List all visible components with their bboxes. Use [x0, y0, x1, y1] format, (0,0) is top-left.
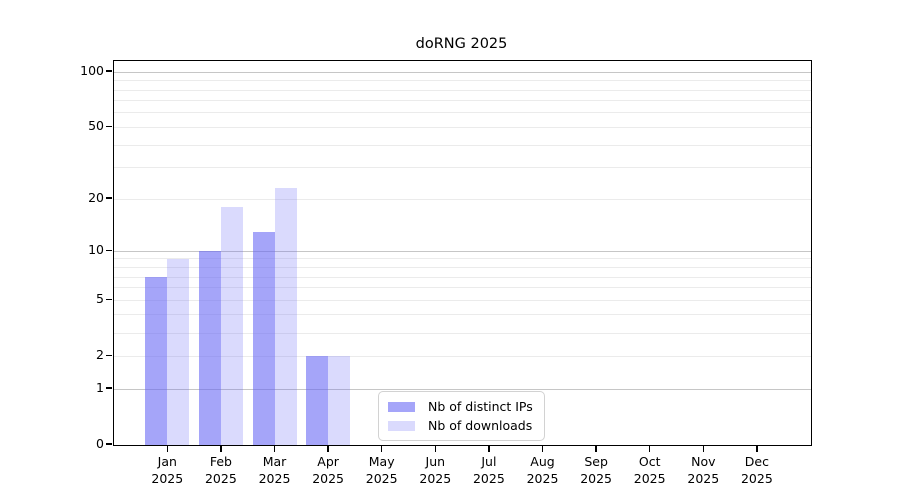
gridline-minor	[114, 332, 811, 334]
x-tick-label: Sep 2025	[580, 454, 612, 486]
y-tick-label: 5	[96, 291, 104, 307]
y-tick-mark	[106, 443, 112, 445]
legend-swatch-ips	[388, 401, 415, 412]
y-tick-mark	[106, 298, 112, 300]
bar-distinct-ips	[252, 231, 275, 445]
bar-distinct-ips	[145, 277, 168, 445]
gridline-minor	[114, 198, 811, 200]
x-tick-label: Jan 2025	[151, 454, 184, 486]
gridline-minor	[114, 299, 811, 301]
x-tick-mark	[488, 445, 490, 452]
legend: Nb of distinct IPs Nb of downloads	[378, 391, 545, 441]
gridline-minor	[114, 80, 811, 82]
gridline-minor	[114, 112, 811, 114]
bar-downloads	[328, 356, 351, 445]
legend-label-ips: Nb of distinct IPs	[428, 399, 533, 414]
gridline-minor	[114, 167, 811, 169]
x-tick-mark	[327, 445, 329, 452]
gridline-minor	[114, 355, 811, 357]
legend-item-downloads: Nb of downloads	[388, 418, 533, 433]
bar-downloads	[220, 207, 243, 445]
legend-item-distinct-ips: Nb of distinct IPs	[388, 399, 533, 414]
gridline-major	[114, 388, 811, 390]
y-tick-mark	[106, 249, 112, 252]
x-tick-mark	[434, 445, 437, 452]
bar-downloads	[167, 259, 190, 445]
legend-swatch-downloads	[388, 420, 415, 431]
x-tick-label: Jul 2025	[472, 454, 505, 486]
x-tick-mark	[166, 445, 169, 452]
bar-distinct-ips	[306, 356, 329, 445]
bar-distinct-ips	[198, 251, 221, 445]
x-tick-mark	[702, 445, 705, 452]
x-tick-label: Nov 2025	[687, 454, 720, 486]
gridline-minor	[114, 314, 811, 316]
bar-downloads	[274, 188, 297, 445]
x-tick-label: May 2025	[365, 454, 398, 486]
gridline-minor	[114, 144, 811, 146]
gridline-major	[114, 250, 811, 252]
x-tick-mark	[595, 445, 597, 452]
y-tick-label: 10	[88, 242, 104, 258]
y-tick-label: 0	[96, 436, 104, 451]
gridline-minor	[114, 100, 811, 102]
gridline-minor	[114, 89, 811, 91]
y-tick-label: 2	[96, 347, 104, 363]
x-tick-mark	[541, 445, 544, 452]
gridline-minor	[114, 287, 811, 289]
gridline-minor	[114, 276, 811, 278]
x-tick-mark	[756, 445, 758, 452]
y-tick-mark	[106, 387, 112, 389]
x-tick-mark	[273, 445, 276, 452]
legend-label-downloads: Nb of downloads	[428, 418, 533, 433]
y-tick-mark	[106, 197, 112, 199]
chart-title: doRNG 2025	[415, 36, 508, 52]
x-tick-label: Jun 2025	[419, 454, 452, 486]
x-tick-mark	[648, 445, 651, 452]
x-tick-label: Feb 2025	[204, 454, 237, 486]
x-tick-mark	[220, 445, 222, 452]
y-tick-mark	[106, 70, 112, 72]
y-tick-label: 1	[96, 380, 104, 395]
y-tick-mark	[106, 354, 112, 356]
x-tick-label: Oct 2025	[633, 454, 666, 486]
x-tick-label: Aug 2025	[526, 454, 559, 486]
x-tick-mark	[380, 445, 383, 452]
gridline-major	[114, 71, 811, 73]
x-tick-label: Mar 2025	[258, 454, 291, 486]
gridline-minor	[114, 267, 811, 268]
y-tick-label: 50	[88, 118, 104, 134]
y-tick-label: 100	[80, 63, 104, 79]
x-tick-label: Apr 2025	[312, 454, 344, 486]
y-tick-mark	[106, 125, 112, 128]
y-tick-label: 20	[88, 190, 104, 206]
gridline-minor	[114, 126, 811, 128]
plot-area	[113, 60, 812, 446]
gridline-minor	[114, 258, 811, 260]
x-tick-label: Dec 2025	[740, 454, 773, 486]
